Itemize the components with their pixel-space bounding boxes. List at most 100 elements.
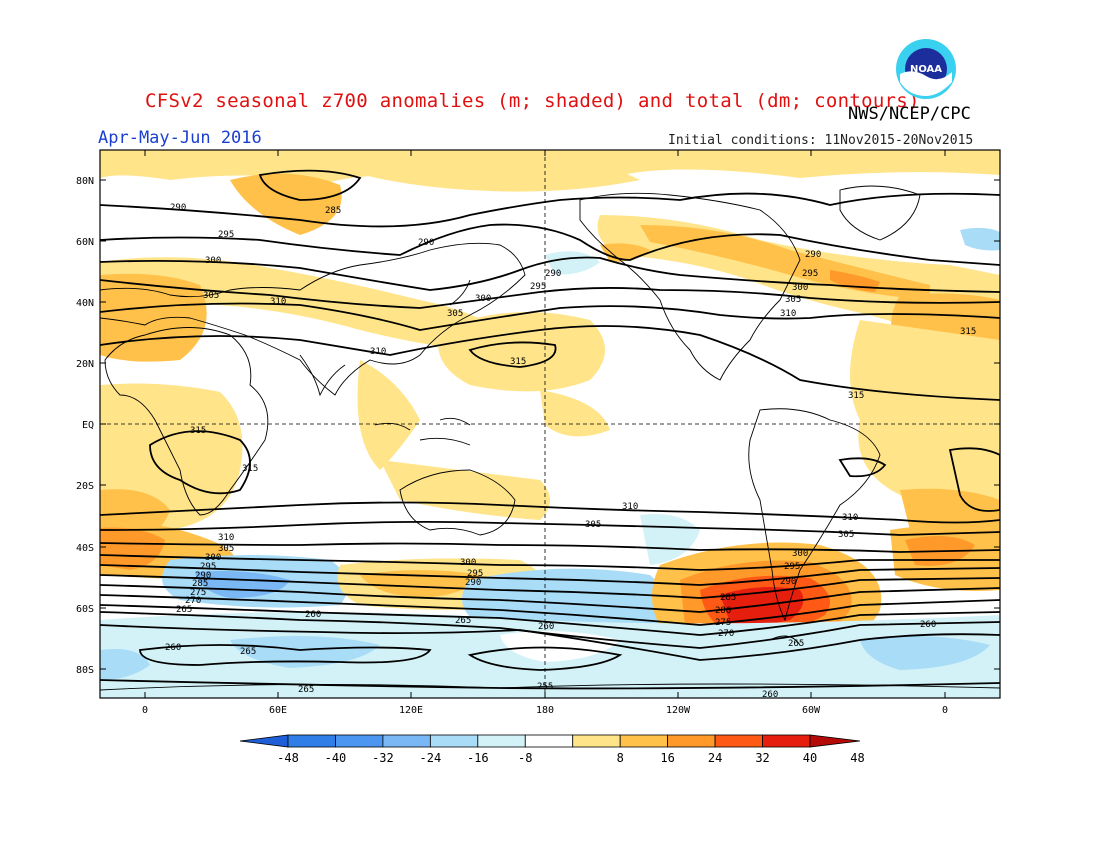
lat-tick-label: 40S xyxy=(76,543,94,554)
svg-text:300: 300 xyxy=(205,256,221,266)
forecast-period: Apr-May-Jun 2016 xyxy=(98,128,262,148)
svg-text:290: 290 xyxy=(418,238,434,248)
svg-text:305: 305 xyxy=(838,530,854,540)
lat-tick-label: 80N xyxy=(76,176,94,187)
colorbar-label: -40 xyxy=(325,751,347,765)
colorbar-label: -32 xyxy=(372,751,394,765)
colorbar-label: 32 xyxy=(755,751,769,765)
contour-labels: 290 285 295 290 300 290 295 290 295 300 … xyxy=(165,203,976,700)
lat-tick-label: 60S xyxy=(76,604,94,615)
svg-text:265: 265 xyxy=(788,639,804,649)
map-title: CFSv2 seasonal z700 anomalies (m; shaded… xyxy=(145,90,920,112)
svg-text:275: 275 xyxy=(190,588,206,598)
colorbar-swatch xyxy=(619,734,669,748)
lon-tick-label: 120W xyxy=(666,705,691,716)
svg-text:290: 290 xyxy=(545,269,561,279)
svg-text:260: 260 xyxy=(762,690,778,700)
svg-text:295: 295 xyxy=(784,562,800,572)
svg-text:260: 260 xyxy=(305,610,321,620)
svg-text:295: 295 xyxy=(802,269,818,279)
svg-text:305: 305 xyxy=(218,544,234,554)
axis-ticks: 80N 60N 40N 20N EQ 20S 40S 60S 80S 0 60E 120E 180 120… xyxy=(76,150,1000,716)
svg-text:285: 285 xyxy=(720,593,736,603)
svg-text:310: 310 xyxy=(370,347,386,357)
svg-text:315: 315 xyxy=(242,464,258,474)
svg-text:310: 310 xyxy=(270,297,286,307)
colorbar: -48 -40 -32 -24 -16 -8 8 16 24 32 40 48 xyxy=(239,734,865,765)
svg-text:315: 315 xyxy=(960,327,976,337)
svg-text:265: 265 xyxy=(455,616,471,626)
svg-text:305: 305 xyxy=(203,291,219,301)
initial-conditions: Initial conditions: 11Nov2015-20Nov2015 xyxy=(668,133,974,148)
lat-tick-label: EQ xyxy=(82,420,94,431)
colorbar-high-arrow xyxy=(809,734,861,748)
colorbar-swatch xyxy=(762,734,811,748)
colorbar-label: 40 xyxy=(803,751,817,765)
colorbar-low-arrow xyxy=(239,734,289,748)
lon-tick-label: 60W xyxy=(802,705,821,716)
svg-text:290: 290 xyxy=(780,577,796,587)
svg-text:300: 300 xyxy=(475,294,491,304)
svg-text:295: 295 xyxy=(218,230,234,240)
colorbar-swatch xyxy=(287,734,336,748)
colorbar-label: 48 xyxy=(850,751,864,765)
svg-text:275: 275 xyxy=(715,618,731,628)
colorbar-label: 24 xyxy=(708,751,722,765)
lon-tick-label: 60E xyxy=(269,705,287,716)
svg-text:265: 265 xyxy=(240,647,256,657)
svg-text:300: 300 xyxy=(460,558,476,568)
colorbar-swatch xyxy=(667,734,716,748)
svg-text:265: 265 xyxy=(176,605,192,615)
lon-tick-label: 120E xyxy=(399,705,423,716)
colorbar-swatch xyxy=(382,734,431,748)
svg-text:315: 315 xyxy=(190,426,206,436)
colorbar-swatch xyxy=(572,734,621,748)
svg-text:310: 310 xyxy=(842,513,858,523)
lat-tick-label: 60N xyxy=(76,237,94,248)
lon-tick-label: 0 xyxy=(142,705,148,716)
colorbar-swatch xyxy=(524,734,574,748)
lat-tick-label: 80S xyxy=(76,665,94,676)
svg-text:285: 285 xyxy=(192,579,208,589)
colorbar-label: -16 xyxy=(467,751,489,765)
svg-text:270: 270 xyxy=(718,629,734,639)
lat-tick-label: 40N xyxy=(76,298,94,309)
svg-text:280: 280 xyxy=(715,606,731,616)
svg-text:295: 295 xyxy=(200,562,216,572)
svg-text:260: 260 xyxy=(920,620,936,630)
svg-text:290: 290 xyxy=(195,571,211,581)
colorbar-label: -24 xyxy=(420,751,442,765)
lat-tick-label: 20N xyxy=(76,359,94,370)
svg-text:310: 310 xyxy=(218,533,234,543)
lon-tick-label: 0 xyxy=(942,705,948,716)
svg-text:290: 290 xyxy=(465,578,481,588)
lon-tick-label: 180 xyxy=(536,705,554,716)
colorbar-swatch xyxy=(335,734,384,748)
colorbar-label: 8 xyxy=(617,751,624,765)
svg-text:270: 270 xyxy=(185,596,201,606)
svg-text:310: 310 xyxy=(780,309,796,319)
agency-label: NWS/NCEP/CPC xyxy=(848,104,971,124)
svg-text:290: 290 xyxy=(805,250,821,260)
colorbar-swatch xyxy=(429,734,479,748)
lat-tick-label: 20S xyxy=(76,481,94,492)
svg-text:315: 315 xyxy=(848,391,864,401)
noaa-logo-text: NOAA xyxy=(910,64,942,75)
svg-text:260: 260 xyxy=(538,622,554,632)
svg-text:305: 305 xyxy=(785,295,801,305)
svg-text:300: 300 xyxy=(205,553,221,563)
svg-text:305: 305 xyxy=(585,520,601,530)
svg-text:300: 300 xyxy=(792,283,808,293)
noaa-logo: NOAA xyxy=(896,39,956,99)
colorbar-swatch xyxy=(714,734,763,748)
svg-text:315: 315 xyxy=(510,357,526,367)
colorbar-label: -8 xyxy=(518,751,532,765)
svg-text:300: 300 xyxy=(792,549,808,559)
svg-text:295: 295 xyxy=(530,282,546,292)
svg-text:255: 255 xyxy=(537,682,553,692)
svg-text:305: 305 xyxy=(447,309,463,319)
svg-text:285: 285 xyxy=(325,206,341,216)
svg-text:265: 265 xyxy=(298,685,314,695)
svg-text:295: 295 xyxy=(467,569,483,579)
